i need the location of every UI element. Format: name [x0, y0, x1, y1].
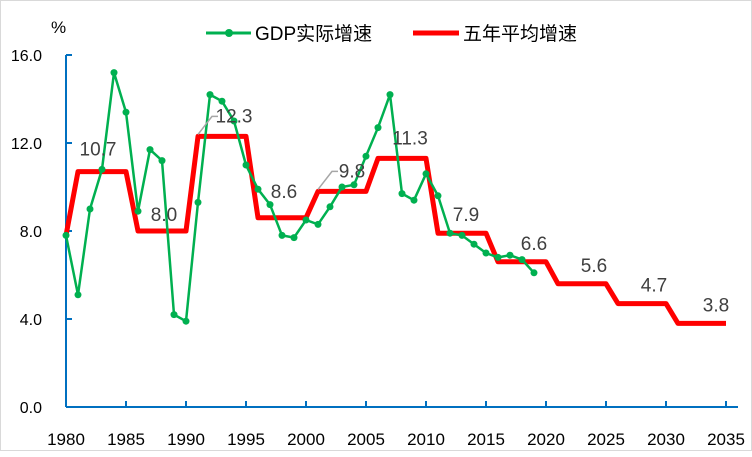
- gdp-point: [518, 256, 526, 264]
- gdp-point: [458, 231, 466, 239]
- average-data-label: 11.3: [392, 128, 428, 149]
- gdp-point: [422, 170, 430, 178]
- y-axis-unit: %: [51, 18, 66, 37]
- average-data-label: 8.0: [151, 205, 177, 226]
- gdp-point: [398, 190, 406, 198]
- y-tick-label: 16.0: [11, 48, 42, 65]
- gdp-point: [74, 291, 82, 299]
- x-tick-label: 2000: [287, 430, 325, 449]
- gdp-point: [494, 253, 502, 261]
- gdp-point: [122, 108, 130, 116]
- gdp-point: [182, 317, 190, 325]
- gdp-point: [374, 124, 382, 132]
- gdp-point: [482, 249, 490, 257]
- y-tick-label: 4.0: [20, 312, 42, 329]
- gdp-point: [470, 240, 478, 248]
- gdp-point: [434, 192, 442, 200]
- average-data-label: 5.6: [581, 256, 607, 277]
- gdp-point: [230, 117, 238, 125]
- gdp-point: [194, 198, 202, 206]
- average-data-label: 12.3: [216, 106, 253, 127]
- gdp-point: [86, 205, 94, 213]
- gdp-point: [242, 161, 250, 169]
- gdp-point: [290, 234, 298, 242]
- label-leader-line: [197, 115, 218, 135]
- gdp-point: [62, 231, 70, 239]
- x-tick-label: 2030: [647, 430, 685, 449]
- x-tick-label: 2035: [707, 430, 745, 449]
- y-tick-label: 12.0: [11, 136, 42, 153]
- average-data-label: 10.7: [80, 140, 117, 161]
- x-tick-label: 1995: [227, 430, 265, 449]
- gdp-point: [410, 196, 418, 204]
- gdp-point: [506, 251, 514, 259]
- five-year-average-line: [63, 133, 726, 326]
- x-tick-label: 2015: [467, 430, 505, 449]
- average-data-label: 8.6: [271, 182, 297, 203]
- gdp-point: [218, 97, 226, 105]
- gdp-point: [170, 311, 178, 319]
- gdp-point: [110, 69, 118, 77]
- gdp-point: [266, 201, 274, 209]
- gdp-point: [146, 146, 154, 154]
- x-tick-label: 1990: [167, 430, 205, 449]
- gdp-point: [314, 220, 322, 228]
- gdp-point: [350, 181, 358, 189]
- average-data-label: 6.6: [521, 234, 547, 255]
- gdp-point: [302, 216, 310, 224]
- gdp-point: [206, 91, 214, 99]
- x-tick-label: 1985: [107, 430, 145, 449]
- gdp-point: [278, 231, 286, 239]
- gdp-point: [362, 152, 370, 160]
- x-tick-label: 2010: [407, 430, 445, 449]
- gdp-point: [338, 183, 346, 191]
- gdp-point: [134, 207, 142, 215]
- gdp-growth-line: [64, 72, 535, 324]
- gdp-point: [158, 157, 166, 165]
- legend-gdp-marker: [225, 29, 233, 37]
- y-tick-label: 0.0: [20, 400, 42, 417]
- label-leader-line: [317, 170, 338, 190]
- x-tick-label: 2025: [587, 430, 625, 449]
- average-data-label: 3.8: [703, 295, 729, 316]
- gdp-point: [326, 203, 334, 211]
- x-tick-label: 2005: [347, 430, 385, 449]
- gdp-point: [98, 165, 106, 173]
- legend: GDP实际增速 五年平均增速: [206, 23, 577, 45]
- x-tick-label: 1980: [47, 430, 85, 449]
- average-data-label: 7.9: [453, 205, 479, 226]
- average-data-label: 9.8: [339, 161, 365, 182]
- y-tick-label: 8.0: [20, 224, 42, 241]
- gdp-point: [254, 185, 262, 193]
- average-data-label: 4.7: [641, 276, 667, 297]
- legend-avg-label: 五年平均增速: [463, 23, 577, 45]
- gdp-point: [386, 91, 394, 99]
- gdp-point: [446, 229, 454, 237]
- legend-gdp-label: GDP实际增速: [255, 23, 372, 45]
- x-tick-label: 2020: [527, 430, 565, 449]
- gdp-point: [530, 269, 538, 277]
